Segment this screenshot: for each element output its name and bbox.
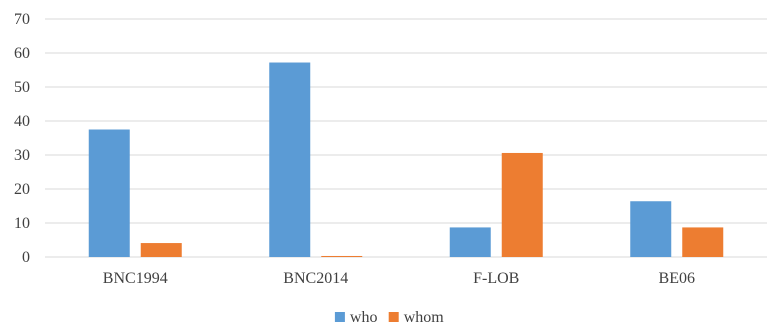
bars [88, 62, 724, 257]
x-category-label: BE06 [659, 270, 695, 287]
bar-who-f-lob [449, 227, 491, 257]
bar-whom-be06 [682, 227, 724, 257]
bar-who-bnc2014 [269, 62, 311, 257]
legend-swatch-whom [388, 312, 399, 322]
gridlines [45, 18, 767, 258]
y-tick-label: 30 [14, 147, 30, 164]
y-tick-label: 60 [14, 45, 30, 62]
legend-swatch-who [334, 312, 345, 322]
y-tick-label: 40 [14, 113, 30, 130]
y-tick-label: 20 [14, 181, 30, 198]
bar-who-bnc1994 [88, 129, 130, 257]
bar-who-be06 [630, 201, 672, 257]
y-axis-tick-labels: 0 10 20 30 40 50 60 70 [14, 11, 30, 266]
x-category-label: BNC2014 [283, 270, 348, 287]
legend-label-whom: whom [404, 309, 445, 326]
legend-label-who: who [350, 309, 378, 326]
y-tick-label: 0 [22, 249, 30, 266]
y-tick-label: 10 [14, 215, 30, 232]
legend: who whom [334, 309, 445, 326]
x-axis-category-labels: BNC1994 BNC2014 F-LOB BE06 [103, 270, 695, 287]
x-category-label: F-LOB [473, 270, 519, 287]
bar-whom-f-lob [501, 152, 543, 257]
bar-whom-bnc1994 [140, 243, 182, 257]
x-category-label: BNC1994 [103, 270, 168, 287]
y-tick-label: 50 [14, 79, 30, 96]
bar-whom-bnc2014 [321, 255, 363, 257]
y-tick-label: 70 [14, 11, 30, 28]
